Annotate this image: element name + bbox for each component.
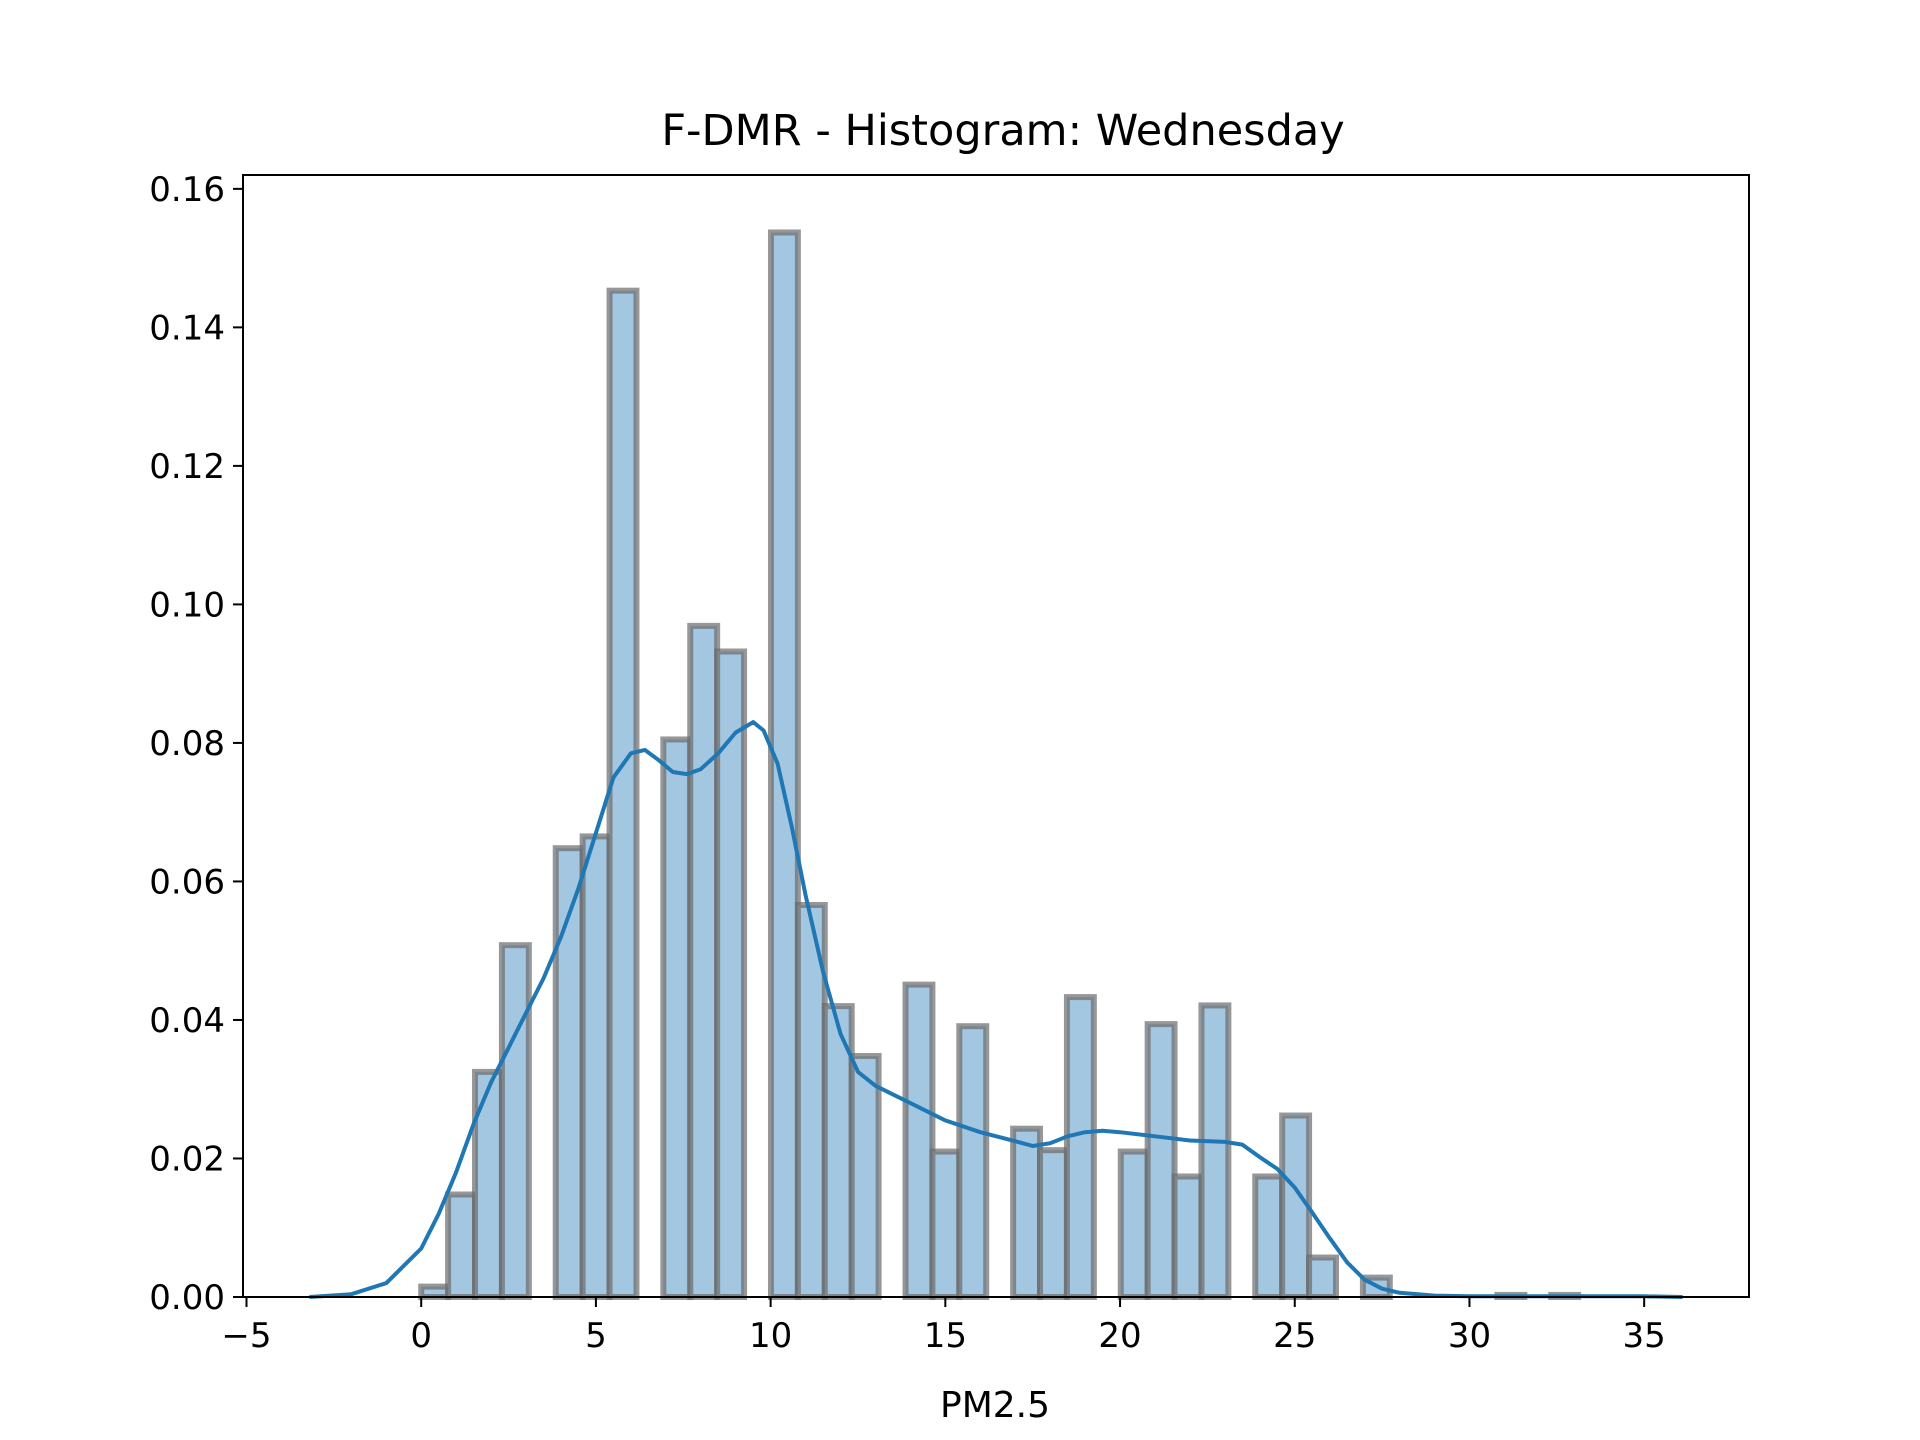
plot-frame — [242, 174, 1750, 1298]
chart-title: F-DMR - Histogram: Wednesday — [661, 106, 1344, 156]
y-tick-label: 0.14 — [149, 308, 225, 348]
histogram-bar — [606, 287, 640, 1300]
histogram-bar — [660, 736, 694, 1300]
y-tick-label: 0.06 — [149, 862, 225, 902]
histogram-bar — [848, 1052, 882, 1300]
histogram-bar — [1171, 1173, 1205, 1300]
histogram-bar — [687, 622, 721, 1300]
histogram-bar — [929, 1148, 963, 1300]
x-tick-label: −5 — [221, 1316, 271, 1356]
histogram-bar — [418, 1283, 452, 1300]
histogram-bar — [1144, 1021, 1178, 1300]
histogram-bar — [1037, 1147, 1070, 1301]
histogram-bar — [1063, 994, 1097, 1300]
kde-curve — [309, 720, 1683, 1299]
y-tick-label: 0.10 — [149, 585, 225, 625]
y-axis-ticks: 0.00 0.02 0.04 0.06 0.08 0.10 0.12 0.14 0.16 — [149, 170, 243, 1318]
x-tick-label: 10 — [749, 1316, 792, 1356]
y-tick-label: 0.08 — [149, 724, 225, 764]
histogram-bar — [445, 1191, 479, 1301]
histogram-bar — [1117, 1148, 1151, 1300]
y-tick-label: 0.02 — [149, 1139, 225, 1179]
histogram-bar — [1198, 1002, 1232, 1300]
x-axis-label: PM2.5 — [940, 1385, 1050, 1426]
histogram-bar — [1252, 1173, 1286, 1300]
x-tick-label: 0 — [410, 1316, 432, 1356]
x-tick-label: 25 — [1273, 1316, 1316, 1356]
y-tick-label: 0.16 — [149, 170, 225, 210]
histogram-bar — [767, 229, 801, 1300]
histogram-bar — [956, 1023, 990, 1300]
histogram-bar — [472, 1068, 505, 1300]
x-axis-ticks: −5 0 5 10 15 20 25 30 35 — [221, 1297, 1666, 1356]
x-tick-label: 35 — [1623, 1316, 1666, 1356]
y-tick-label: 0.04 — [149, 1001, 225, 1041]
y-tick-label: 0.00 — [149, 1278, 225, 1318]
y-tick-label: 0.12 — [149, 447, 225, 487]
histogram-bar — [1306, 1254, 1339, 1300]
histogram-bar — [714, 648, 748, 1300]
histogram-bar — [902, 981, 936, 1300]
histogram-bar — [579, 833, 613, 1300]
histogram-bar — [1010, 1125, 1044, 1300]
histogram-bar — [498, 942, 532, 1300]
x-tick-label: 15 — [924, 1316, 967, 1356]
x-tick-label: 5 — [585, 1316, 607, 1356]
x-tick-label: 20 — [1098, 1316, 1141, 1356]
histogram-bar — [1279, 1112, 1313, 1301]
x-tick-label: 30 — [1448, 1316, 1491, 1356]
